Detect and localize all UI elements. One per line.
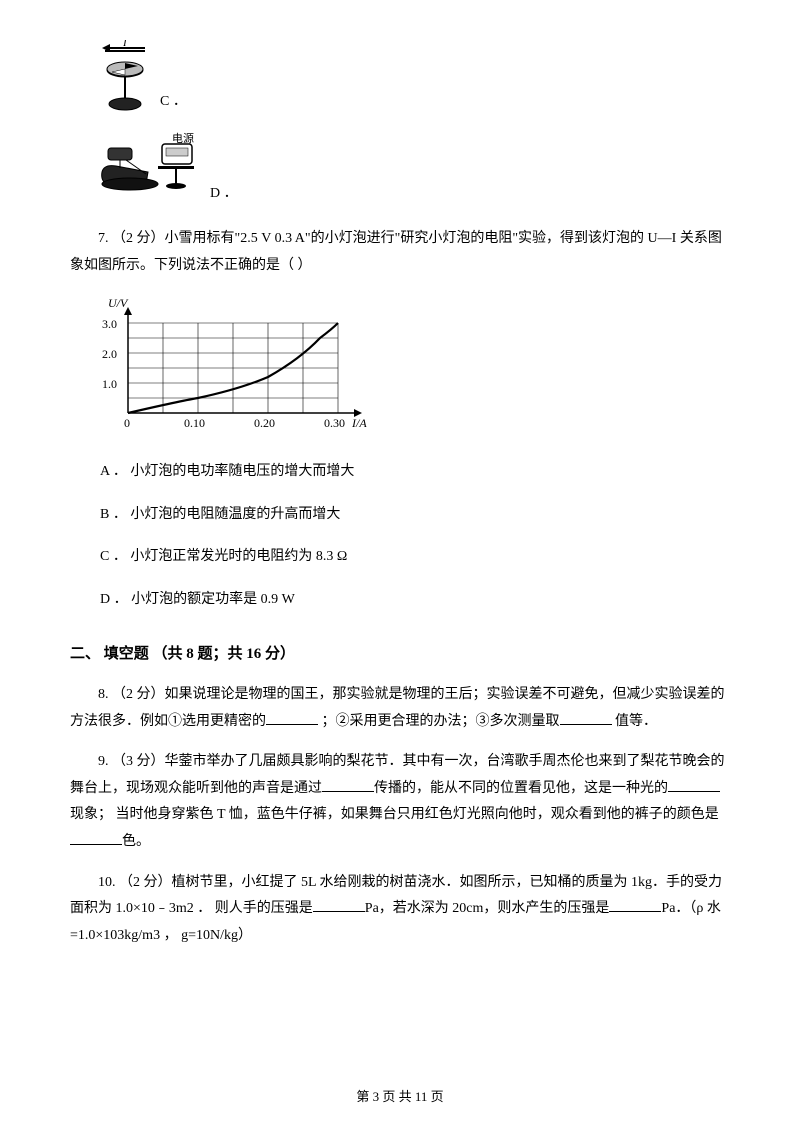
q7-chart: U/V 3.0 2.0 1.0 0 0.10 0.20 0.30 I/A [100,293,380,443]
q8-blank-2[interactable] [560,709,612,724]
compass-figure: I [90,40,160,120]
q8-part3: 值等． [612,714,658,729]
svg-text:2.0: 2.0 [102,347,117,361]
device-label-text: 电源 [172,132,194,145]
q9-text: 9. （3 分）华蓥市举办了几届颇具影响的梨花节．其中有一次，台湾歌手周杰伦也来… [70,749,730,855]
option-c-letter: C ． [160,89,187,120]
q7-option-c: C ． 小灯泡正常发光时的电阻约为 8.3 Ω [100,544,730,571]
q10-text: 10. （2 分）植树节里，小红提了 5L 水给刚栽的树苗浇水．如图所示，已知桶… [70,870,730,950]
svg-text:0: 0 [124,416,130,430]
q7-option-b: B ． 小灯泡的电阻随温度的升高而增大 [100,502,730,529]
q7-text: 7. （2 分）小雪用标有"2.5 V 0.3 A"的小灯泡进行"研究小灯泡的电… [70,226,730,279]
svg-text:U/V: U/V [108,296,129,310]
q7-option-d: D ． 小灯泡的额定功率是 0.9 W [100,587,730,614]
svg-text:1.0: 1.0 [102,377,117,391]
q7-option-a: A ． 小灯泡的电功率随电压的增大而增大 [100,459,730,486]
q9-part3: 现象； 当时他身穿紫色 T 恤，蓝色牛仔裤，如果舞台只用红色灯光照向他时，观众看… [70,807,719,822]
option-d-row: 电源 D ． [90,132,730,212]
svg-text:0.30: 0.30 [324,416,345,430]
q9-blank-1[interactable] [322,776,374,791]
q10-blank-2[interactable] [609,897,661,912]
q9-blank-3[interactable] [70,830,122,845]
q8-text: 8. （2 分）如果说理论是物理的国王，那实验就是物理的王后；实验误差不可避免，… [70,682,730,735]
q10-blank-1[interactable] [313,897,365,912]
svg-text:I/A: I/A [351,416,367,430]
section-2-title: 二、 填空题 （共 8 题；共 16 分） [70,640,730,669]
q8-part2: ；②采用更合理的办法；③多次测量取 [318,714,560,729]
svg-text:3.0: 3.0 [102,317,117,331]
svg-text:0.10: 0.10 [184,416,205,430]
svg-text:0.20: 0.20 [254,416,275,430]
q9-part2: 传播的，能从不同的位置看见他，这是一种光的 [374,781,668,796]
q9-blank-2[interactable] [668,776,720,791]
option-c-row: I C ． [90,40,730,120]
q9-part4: 色。 [122,834,150,849]
page-footer: 第 3 页 共 11 页 [70,1085,730,1110]
q10-part2: Pa，若水深为 20cm，则水产生的压强是 [365,901,610,916]
q8-blank-1[interactable] [266,709,318,724]
option-d-letter: D ． [210,181,238,212]
device-figure: 电源 [90,132,210,212]
